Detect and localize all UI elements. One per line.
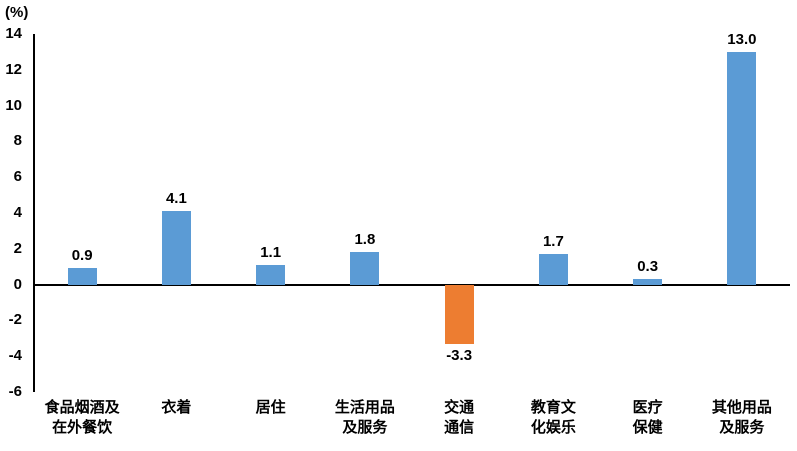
y-tick-label: 0 bbox=[13, 275, 22, 293]
bar-value-label: 4.1 bbox=[165, 190, 187, 208]
bar-8 bbox=[727, 51, 757, 285]
y-tick-label: 6 bbox=[13, 168, 22, 186]
bar-3 bbox=[256, 264, 286, 285]
bar-5 bbox=[444, 284, 474, 344]
bar-value-label: 1.1 bbox=[260, 243, 282, 261]
category-label: 医疗 保健 bbox=[632, 399, 663, 436]
bar-6 bbox=[538, 254, 568, 285]
category-label: 其他用品 及服务 bbox=[711, 399, 772, 436]
y-tick-label: 12 bbox=[5, 60, 22, 78]
bar-4 bbox=[350, 252, 380, 285]
bar-2 bbox=[161, 211, 191, 285]
category-label: 生活用品 及服务 bbox=[334, 399, 395, 436]
y-tick-label: 4 bbox=[13, 204, 22, 221]
y-tick-label: 8 bbox=[13, 132, 22, 150]
y-tick-label: -2 bbox=[8, 311, 22, 329]
category-label: 居住 bbox=[255, 399, 286, 416]
bar-value-label: 0.9 bbox=[71, 247, 93, 265]
y-tick-label: -4 bbox=[8, 347, 22, 365]
bar-value-label: 13.0 bbox=[727, 30, 757, 48]
bar-value-label: 1.8 bbox=[354, 231, 376, 249]
bar-value-label: -3.3 bbox=[446, 346, 473, 364]
category-label: 交通 通信 bbox=[444, 399, 475, 436]
bar-value-label: 0.3 bbox=[637, 258, 659, 276]
bar-1 bbox=[67, 268, 97, 285]
y-tick-label: 10 bbox=[5, 96, 22, 114]
bar-value-label: 1.7 bbox=[542, 233, 564, 251]
y-axis-unit-label: (%) bbox=[5, 4, 29, 21]
y-tick-label: 14 bbox=[5, 25, 22, 42]
y-tick-label: -6 bbox=[8, 383, 22, 400]
y-axis-line bbox=[33, 34, 35, 392]
category-label: 教育文 化娱乐 bbox=[530, 399, 576, 436]
category-label: 食品烟酒及 在外餐饮 bbox=[44, 399, 120, 436]
y-tick-label: 2 bbox=[13, 239, 22, 257]
bar-7 bbox=[633, 279, 663, 285]
category-label: 衣着 bbox=[161, 399, 192, 416]
x-axis-line bbox=[33, 284, 790, 286]
